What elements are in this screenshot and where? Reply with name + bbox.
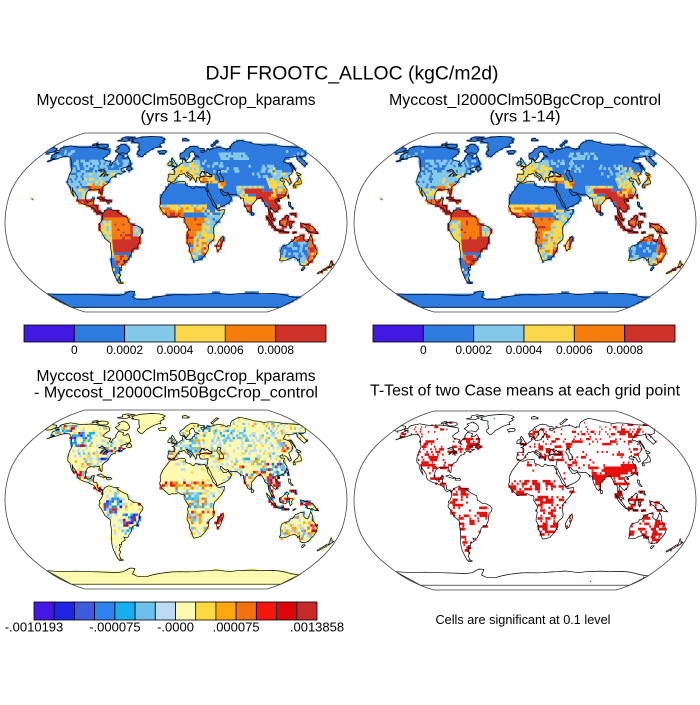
svg-text:0.0002: 0.0002 (455, 343, 492, 357)
svg-text:- Myccost_I2000Clm50BgcCrop_co: - Myccost_I2000Clm50BgcCrop_control (34, 385, 318, 402)
svg-text:-.000075: -.000075 (89, 620, 140, 635)
svg-text:Myccost_I2000Clm50BgcCrop_cont: Myccost_I2000Clm50BgcCrop_control (389, 92, 661, 109)
svg-text:0.0008: 0.0008 (257, 343, 294, 357)
svg-text:-.0010193: -.0010193 (5, 620, 64, 635)
svg-text:(yrs 1-14): (yrs 1-14) (141, 109, 212, 126)
svg-text:(yrs 1-14): (yrs 1-14) (490, 109, 561, 126)
svg-text:Myccost_I2000Clm50BgcCrop_kpar: Myccost_I2000Clm50BgcCrop_kparams (37, 92, 316, 109)
svg-text:Myccost_I2000Clm50BgcCrop_kpar: Myccost_I2000Clm50BgcCrop_kparams (37, 368, 316, 385)
svg-text:0.0002: 0.0002 (106, 343, 143, 357)
svg-text:0.0004: 0.0004 (157, 343, 194, 357)
svg-text:Cells are significant at 0.1 l: Cells are significant at 0.1 level (436, 613, 611, 627)
svg-text:T-Test of two Case means at ea: T-Test of two Case means at each grid po… (370, 383, 681, 400)
svg-text:0.0004: 0.0004 (506, 343, 543, 357)
svg-text:0.0008: 0.0008 (606, 343, 643, 357)
svg-text:.0013858: .0013858 (290, 620, 344, 635)
svg-text:0: 0 (71, 343, 78, 357)
svg-text:.000075: .000075 (213, 620, 260, 635)
svg-text:-.0000: -.0000 (157, 620, 194, 635)
svg-text:0.0006: 0.0006 (207, 343, 244, 357)
svg-text:0.0006: 0.0006 (556, 343, 593, 357)
svg-text:DJF FROOTC_ALLOC (kgC/m2d): DJF FROOTC_ALLOC (kgC/m2d) (206, 63, 499, 85)
svg-text:0: 0 (420, 343, 427, 357)
